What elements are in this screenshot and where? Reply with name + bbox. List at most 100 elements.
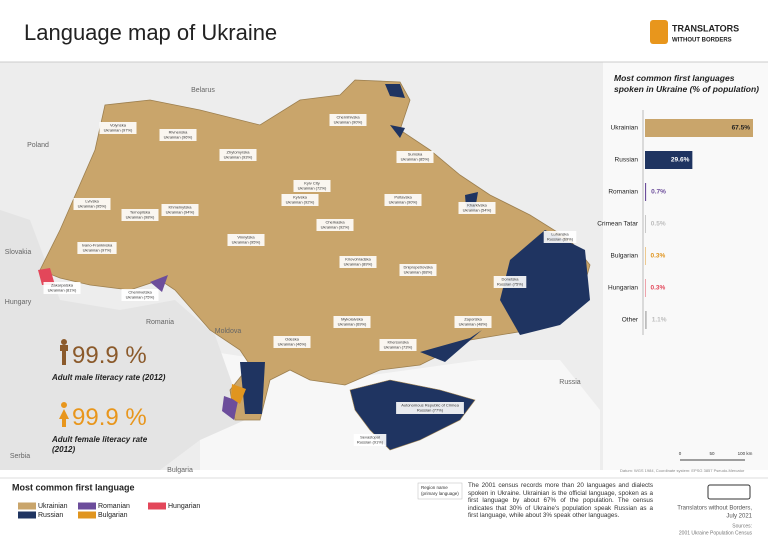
- bar-category: Romanian: [608, 189, 638, 196]
- region-name: Dnipropetrovska: [403, 265, 433, 270]
- region-label-box: [396, 402, 464, 414]
- region-label-box: [121, 289, 159, 301]
- logo-name: TRANSLATORS: [672, 23, 739, 33]
- license-badge: [707, 484, 751, 500]
- region-language: Ukrainian (68%): [404, 270, 433, 275]
- region-label-box: [77, 242, 117, 254]
- region-label-box: [121, 209, 159, 221]
- region-name: Zaporizka: [464, 317, 482, 322]
- region-label-box: [329, 114, 367, 126]
- romanian-areas: [150, 275, 238, 420]
- region-name: Sevastopol: [360, 435, 380, 440]
- bar: [645, 183, 647, 201]
- region-name: Volynska: [110, 123, 127, 128]
- region-label-box: [227, 234, 265, 246]
- north-russian: [385, 84, 478, 210]
- region-language: Ukrainian (75%): [126, 295, 155, 300]
- region-label-box: [396, 151, 434, 163]
- region-name: Khersonska: [387, 340, 409, 345]
- region-language: Ukrainian (92%): [321, 225, 350, 230]
- country-label: Hungary: [5, 299, 32, 306]
- bar-category: Crimean Tatar: [597, 221, 639, 228]
- region-language: Ukrainian (73%): [384, 345, 413, 350]
- country-label: Serbia: [10, 453, 30, 460]
- legend-label: Bulgarian: [98, 512, 128, 519]
- credit-date: July 2021: [726, 514, 752, 520]
- region-language: Ukrainian (90%): [389, 200, 418, 205]
- region-label-box: [161, 204, 199, 216]
- country-label: Romania: [146, 319, 174, 326]
- region-language: Ukrainian (81%): [48, 288, 77, 293]
- country-label: Poland: [27, 142, 49, 149]
- region-name: Vinnytska: [237, 235, 255, 240]
- key-box: [417, 482, 463, 500]
- datum: Datum: WGS 1984, Coordinate system: EPSG…: [620, 468, 745, 473]
- region-name: Kyiv City: [304, 181, 320, 186]
- region-name: Rivnenska: [169, 130, 188, 135]
- region-name: Chernivetska: [128, 290, 152, 295]
- region-label-box: [399, 264, 437, 276]
- region-label-box: [281, 194, 319, 206]
- region-language: Ukrainian (46%): [278, 342, 307, 347]
- region-name: Zakarpatska: [51, 283, 74, 288]
- region-language: Ukrainian (89%): [344, 262, 373, 267]
- logo-icon: [650, 20, 668, 44]
- bar: [645, 151, 693, 169]
- literacy-label: Adult male literacy rate (2012): [52, 373, 166, 382]
- bar: [645, 215, 646, 233]
- coast-russian: [420, 330, 482, 362]
- bar-value-label: 0.7%: [651, 189, 666, 196]
- sources-label: Sources:: [732, 523, 752, 529]
- region-name: Donetska: [502, 277, 520, 282]
- country-label: Moldova: [215, 328, 242, 335]
- scale-label: 100 km: [738, 451, 753, 456]
- legend-swatch: [18, 502, 36, 510]
- region-label-box: [353, 434, 387, 446]
- region-name: Poltavska: [394, 195, 412, 200]
- bar-value-label: 0.3%: [650, 253, 665, 260]
- bar-category: Ukrainian: [611, 125, 639, 132]
- region-language: Ukrainian (72%): [298, 186, 327, 191]
- region-label-box: [159, 129, 197, 141]
- region-name: Chernihivska: [336, 115, 360, 120]
- bar-value-label: 1.1%: [652, 317, 667, 324]
- region-language: Ukrainian (69%): [338, 322, 367, 327]
- region-label-box: [379, 339, 417, 351]
- region-label-box: [273, 336, 311, 348]
- literacy-label: Adult female literacy rate (2012): [52, 435, 148, 454]
- bar: [645, 311, 647, 329]
- scale-label: 50: [709, 451, 715, 456]
- legend-label: Romanian: [98, 503, 130, 510]
- female-icon: [59, 402, 69, 427]
- region-language: Russian (77%): [417, 408, 444, 413]
- country-label: Slovakia: [5, 249, 32, 256]
- region-language: Ukrainian (92%): [286, 200, 315, 205]
- region-label-box: [333, 316, 371, 328]
- legend-swatch: [78, 511, 96, 519]
- region-label-box: [219, 149, 257, 161]
- notes-text: The 2001 census records more than 20 lan…: [468, 482, 653, 520]
- legend-swatch: [78, 502, 96, 510]
- country-label: Russia: [559, 379, 581, 386]
- legend-label: Ukrainian: [38, 503, 68, 510]
- region-label-box: [339, 256, 377, 268]
- region-name: Kharkivska: [467, 203, 487, 208]
- region-label-box: [293, 180, 331, 192]
- region-language: Ukrainian (96%): [164, 135, 193, 140]
- region-label-box: [454, 316, 492, 328]
- legend-swatch: [18, 511, 36, 519]
- literacy-value: 99.9 %: [72, 404, 147, 431]
- region-label-box: [99, 122, 137, 134]
- region-language: Ukrainian (97%): [83, 248, 112, 253]
- region-label-box: [384, 194, 422, 206]
- credit: Translators without Borders,: [677, 506, 752, 512]
- region-name: Khmelnytska: [169, 205, 193, 210]
- region-name: Ternopilska: [130, 210, 151, 215]
- scale-label: 0: [679, 451, 682, 456]
- bar-value-label: 0.3%: [650, 285, 665, 292]
- title: Language map of Ukraine: [24, 20, 277, 45]
- bar: [645, 119, 753, 137]
- region-label-box: [543, 231, 577, 243]
- region-language: Ukrainian (95%): [232, 240, 261, 245]
